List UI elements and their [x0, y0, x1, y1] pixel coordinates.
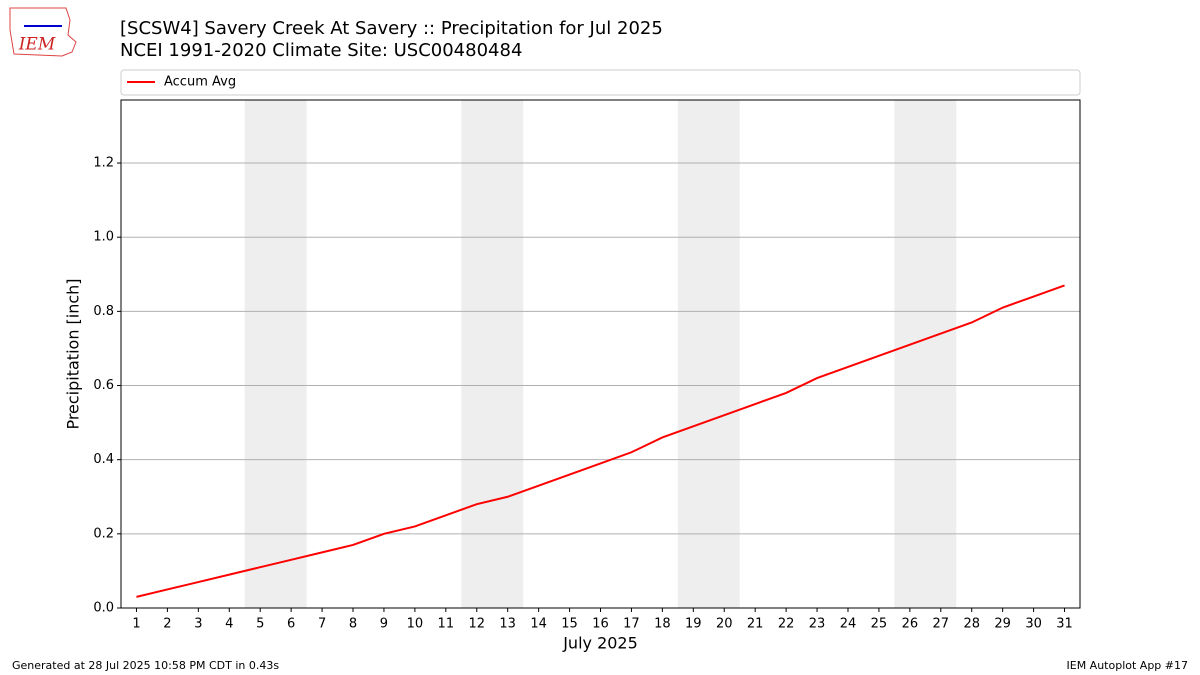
logo-text: IEM: [18, 35, 56, 55]
footer-right: IEM Autoplot App #17: [1067, 659, 1189, 672]
x-tick-label: 18: [654, 617, 671, 632]
logo-outline: [9, 7, 77, 57]
x-tick-label: 20: [716, 617, 733, 632]
x-tick-label: 13: [499, 617, 516, 632]
y-tick-label: 1.0: [93, 230, 114, 245]
x-tick-label: 16: [592, 617, 609, 632]
weekend-shade: [461, 100, 524, 608]
logo: IEM: [9, 7, 77, 57]
x-tick-label: 27: [933, 617, 950, 632]
plot-frame: [120, 99, 1081, 609]
x-tick-label: 28: [963, 617, 980, 632]
weekend-shade: [894, 100, 957, 608]
x-tick-label: 10: [407, 617, 424, 632]
y-tick-label: 0.2: [93, 526, 114, 541]
x-tick-label: 9: [380, 617, 388, 632]
x-tick-label: 26: [902, 617, 919, 632]
x-tick-label: 24: [840, 617, 857, 632]
y-tick-label: 1.2: [93, 156, 114, 171]
y-tick-label: 0.4: [93, 452, 114, 467]
x-tick-label: 31: [1056, 617, 1073, 632]
x-tick-label: 3: [194, 617, 202, 632]
x-tick-label: 5: [256, 617, 264, 632]
x-tick-label: 30: [1025, 617, 1042, 632]
weekend-shade: [677, 100, 740, 608]
x-tick-label: 8: [349, 617, 357, 632]
chart-title: [SCSW4] Savery Creek At Savery :: Precip…: [120, 18, 663, 39]
chart-subtitle: NCEI 1991-2020 Climate Site: USC00480484: [120, 40, 522, 61]
x-tick-label: 15: [561, 617, 578, 632]
x-tick-label: 23: [809, 617, 826, 632]
x-tick-label: 25: [871, 617, 888, 632]
x-axis-label: July 2025: [562, 634, 638, 653]
y-tick-label: 0.0: [93, 601, 114, 616]
x-tick-label: 22: [778, 617, 795, 632]
x-tick-label: 29: [994, 617, 1011, 632]
x-tick-label: 12: [468, 617, 485, 632]
y-tick-label: 0.8: [93, 304, 114, 319]
y-tick-label: 0.6: [93, 378, 114, 393]
y-axis-label: Precipitation [inch]: [64, 278, 83, 429]
x-tick-label: 14: [530, 617, 547, 632]
x-tick-label: 17: [623, 617, 640, 632]
x-tick-label: 21: [747, 617, 764, 632]
x-tick-label: 11: [438, 617, 455, 632]
footer-left: Generated at 28 Jul 2025 10:58 PM CDT in…: [12, 659, 279, 672]
legend-box: [120, 69, 1081, 96]
legend-label: Accum Avg: [164, 75, 236, 90]
x-tick-label: 1: [132, 617, 140, 632]
x-tick-label: 2: [163, 617, 171, 632]
x-tick-label: 6: [287, 617, 295, 632]
data-line: [136, 284, 1065, 598]
x-tick-label: 19: [685, 617, 702, 632]
x-tick-label: 7: [318, 617, 326, 632]
weekend-shade: [244, 100, 307, 608]
x-tick-label: 4: [225, 617, 233, 632]
